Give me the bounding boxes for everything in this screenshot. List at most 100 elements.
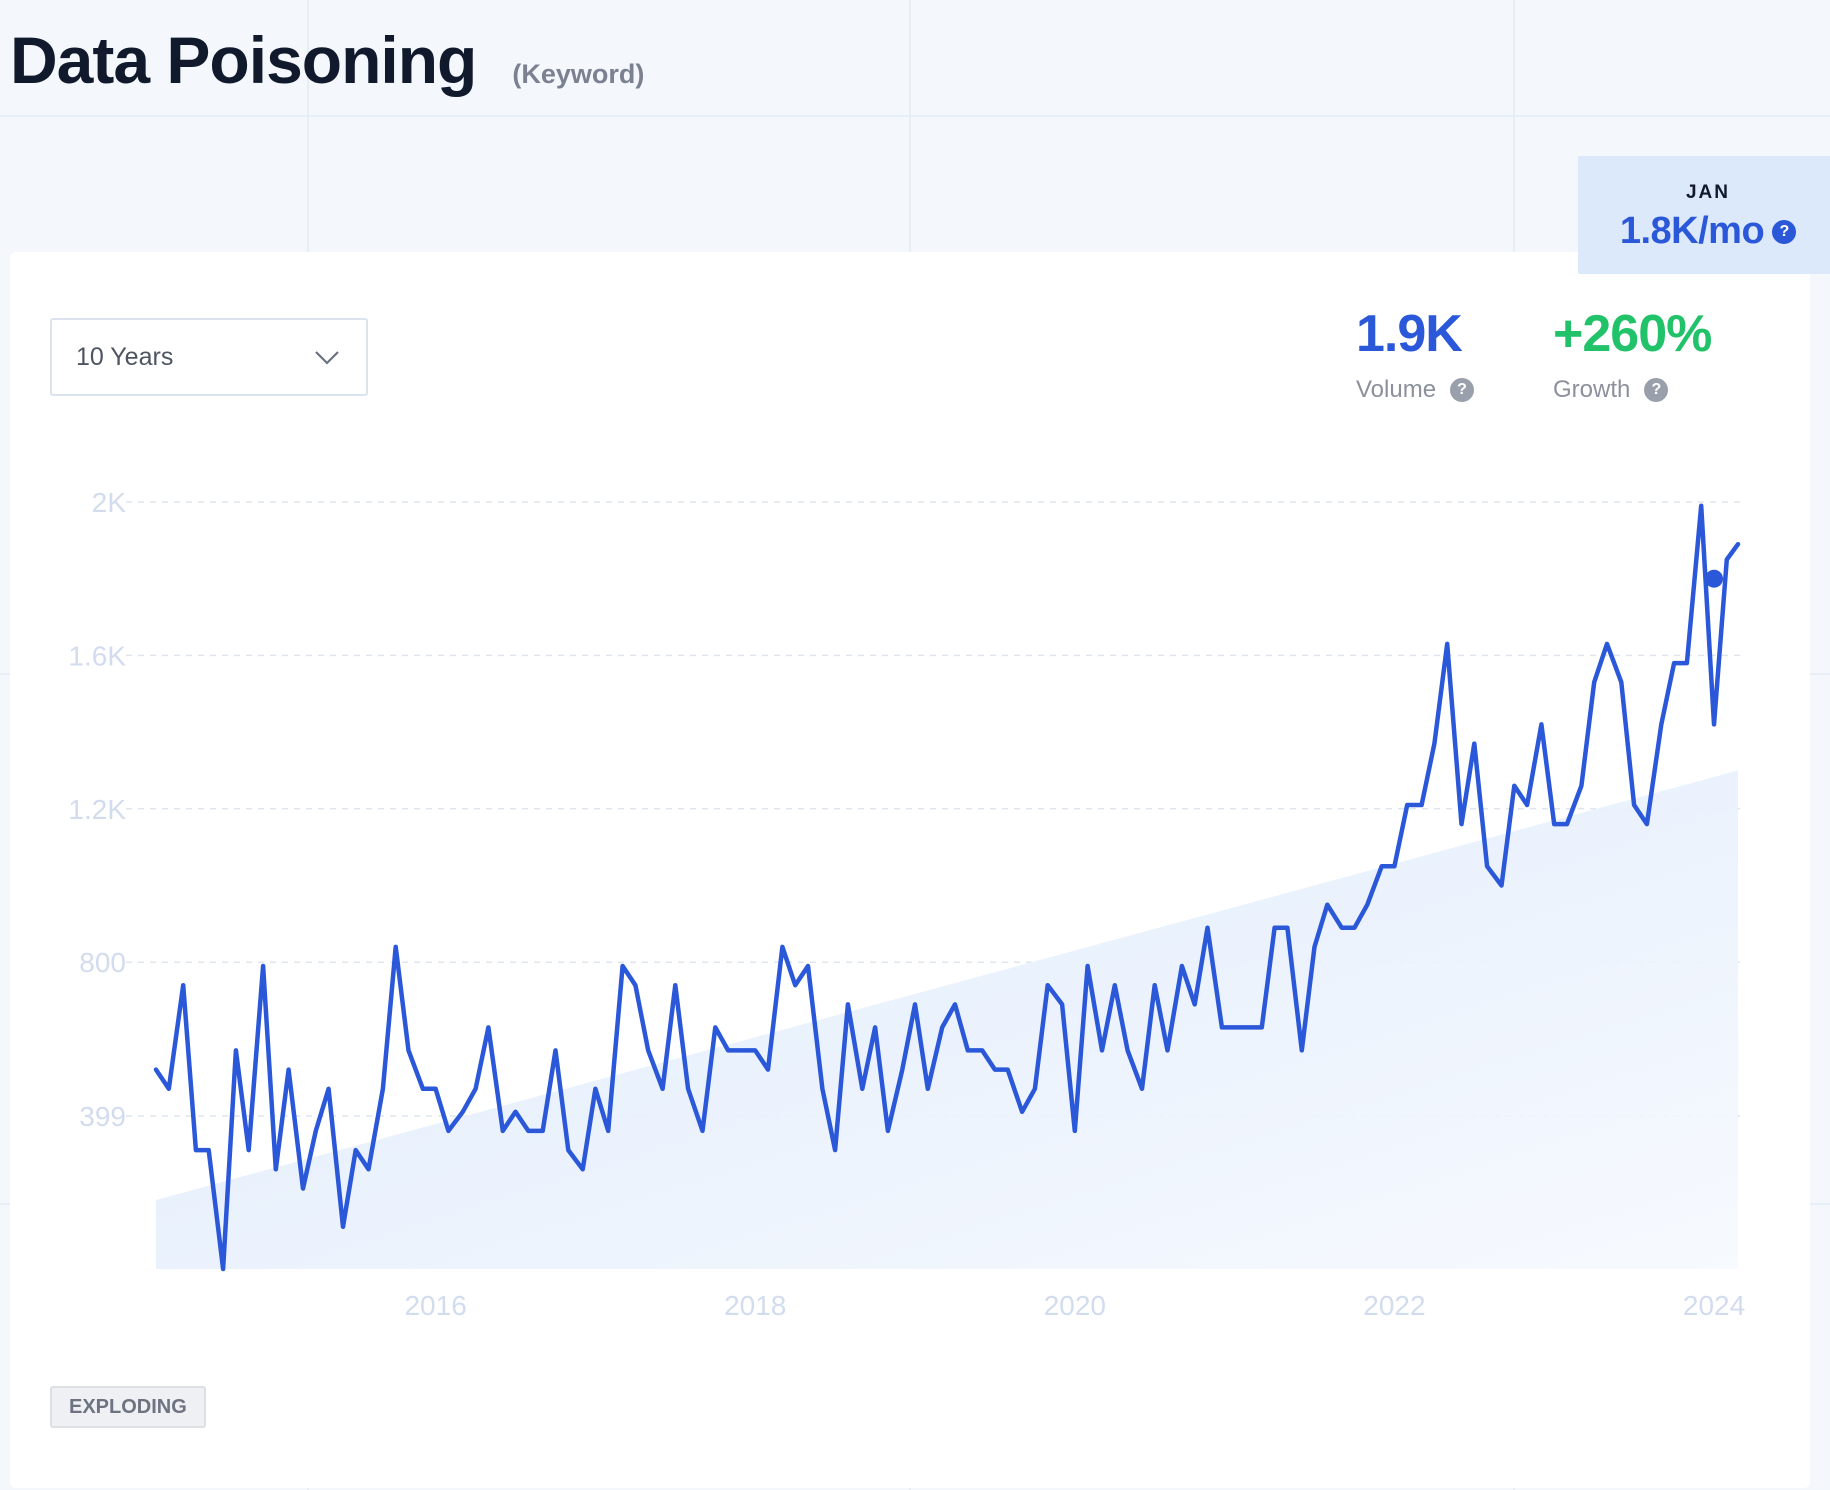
data-point [990,1065,1000,1075]
data-point [1083,961,1093,971]
data-point [1733,539,1743,549]
y-tick-label: 800 [79,947,126,978]
data-point [378,1084,388,1094]
data-point [1442,639,1452,649]
data-point [1177,961,1187,971]
time-range-select[interactable]: 10 Years [50,318,368,396]
data-point [1482,861,1492,871]
data-point [830,1145,840,1155]
data-point [1310,942,1320,952]
data-point [977,1045,987,1055]
tooltip-month: JAN [1685,182,1730,203]
data-point [1362,900,1372,910]
data-point [271,1164,281,1174]
data-point [244,1145,254,1155]
data-point [1150,980,1160,990]
data-point [1469,739,1479,749]
data-point [1589,677,1599,687]
data-point [658,1084,668,1094]
data-point [284,1065,294,1075]
data-point [698,1126,708,1136]
data-point [338,1222,348,1232]
data-point [1536,719,1546,729]
data-point [1722,555,1732,565]
data-point [458,1107,468,1117]
help-icon[interactable]: ? [1644,378,1669,402]
data-point [683,1084,693,1094]
growth-label: Growth [1553,376,1631,403]
data-point [1097,1045,1107,1055]
data-point [643,1045,653,1055]
data-point [1616,677,1626,687]
highlighted-point[interactable] [1705,569,1724,588]
data-point [1190,999,1200,1009]
keyword-type-label: (Keyword) [512,59,645,89]
data-point [857,1084,867,1094]
data-point [311,1126,321,1136]
data-point [630,980,640,990]
growth-label-row: Growth ? [1553,376,1711,404]
data-point [618,961,628,971]
data-point [391,942,401,952]
data-point [963,1045,973,1055]
data-point [511,1107,521,1117]
data-point [404,1045,414,1055]
data-point [1242,1022,1252,1032]
data-point [1137,1084,1147,1094]
data-point [471,1084,481,1094]
help-icon[interactable]: ? [1772,219,1797,244]
data-point [1322,900,1332,910]
status-badge: EXPLODING [50,1386,206,1428]
data-point [817,1084,827,1094]
data-point [843,999,853,1009]
data-point [298,1184,308,1194]
data-point [178,980,188,990]
page-title: Data Poisoning [10,23,477,97]
data-point [1709,719,1719,729]
data-point [1602,639,1612,649]
data-point [578,1164,588,1174]
data-point [923,1084,933,1094]
data-point [418,1084,428,1094]
y-tick-label: 2K [92,487,127,518]
y-tick-label: 1.2K [68,794,126,825]
data-point [1682,658,1692,668]
data-point [218,1264,228,1274]
data-point [750,1045,760,1055]
y-tick-label: 1.6K [68,640,126,671]
data-point [1377,861,1387,871]
search-volume-line [153,503,1741,1272]
data-point [710,1022,720,1032]
data-point [1457,819,1467,829]
time-range-value: 10 Years [76,342,174,371]
data-point [1429,739,1439,749]
data-point [603,1126,613,1136]
data-point [738,1045,748,1055]
data-point [523,1126,533,1136]
data-point [897,1065,907,1075]
data-point [324,1084,334,1094]
trend-chart: 399 800 1.2K 1.6K 2K 2016 2018 2020 2022 2024 [68,487,1745,1321]
data-point [1350,923,1360,933]
chevron-down-icon [315,351,339,365]
data-point [937,1022,947,1032]
data-point [883,1126,893,1136]
data-point [563,1145,573,1155]
data-point [1070,1126,1080,1136]
data-point [1057,999,1067,1009]
data-point [204,1145,214,1155]
data-point [1257,1022,1267,1032]
trend-card: 399 800 1.2K 1.6K 2K 2016 2018 2020 2022 2024 10… [10,252,1810,1488]
data-point [1402,800,1412,810]
data-point [1217,1022,1227,1032]
data-point [538,1126,548,1136]
data-point [498,1126,508,1136]
data-point [763,1065,773,1075]
data-point [670,980,680,990]
data-point [1509,781,1519,791]
help-icon[interactable]: ? [1450,378,1475,402]
data-point [231,1045,241,1055]
data-point [1696,501,1706,511]
x-tick-label: 2024 [1683,1290,1745,1321]
data-point [777,942,787,952]
